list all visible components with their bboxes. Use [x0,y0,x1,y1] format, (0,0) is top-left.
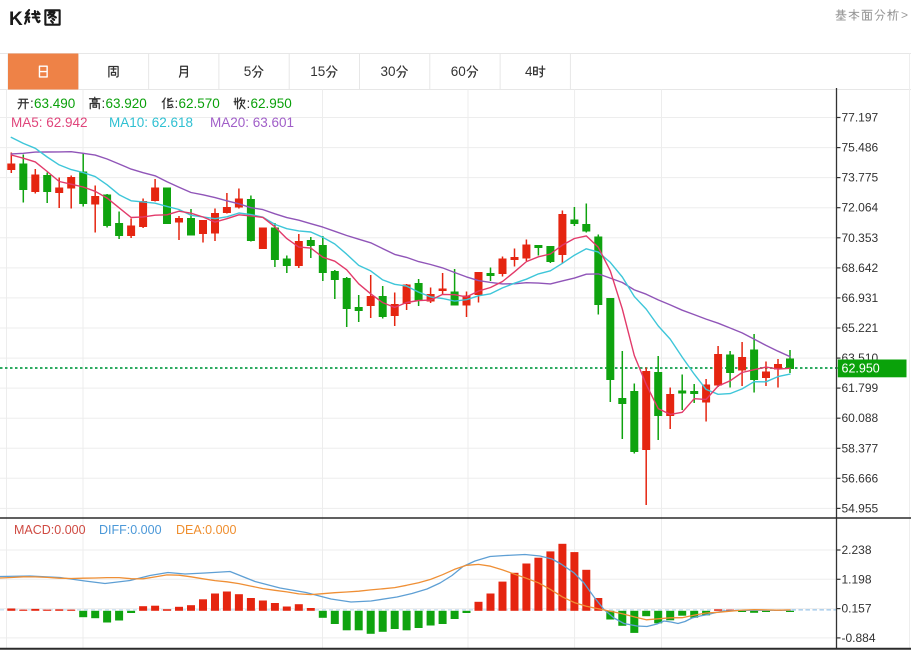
svg-text:56.666: 56.666 [842,471,879,485]
svg-text:5: 5 [244,64,252,79]
svg-text:1.198: 1.198 [842,572,872,586]
svg-text:15: 15 [310,64,325,79]
svg-text:DIFF:0.000: DIFF:0.000 [99,523,162,537]
svg-text::: : [30,96,34,111]
svg-text:0.157: 0.157 [842,602,872,616]
svg-text:MA10: 62.618: MA10: 62.618 [109,115,193,130]
svg-text:MACD:0.000: MACD:0.000 [14,523,86,537]
svg-text:62.570: 62.570 [179,96,220,111]
svg-text:DEA:0.000: DEA:0.000 [176,523,237,537]
svg-text:63.490: 63.490 [34,96,75,111]
svg-text:60: 60 [451,64,466,79]
svg-text:62.950: 62.950 [842,362,880,376]
svg-text:MA20: 63.601: MA20: 63.601 [210,115,294,130]
svg-text:75.486: 75.486 [842,141,879,155]
svg-text:4: 4 [525,64,533,79]
svg-text:54.955: 54.955 [842,501,879,515]
svg-text:K: K [9,9,23,30]
svg-text:58.377: 58.377 [842,441,879,455]
svg-text:70.353: 70.353 [842,231,879,245]
svg-text:MA5: 62.942: MA5: 62.942 [11,115,88,130]
svg-text:65.221: 65.221 [842,321,879,335]
svg-text:66.931: 66.931 [842,291,879,305]
svg-text:62.950: 62.950 [251,96,292,111]
svg-text:30: 30 [381,64,396,79]
svg-text::: : [102,96,106,111]
svg-text::: : [175,96,179,111]
svg-text:77.197: 77.197 [842,111,879,125]
svg-text:2.238: 2.238 [842,543,872,557]
svg-text:68.642: 68.642 [842,261,879,275]
svg-text:-0.884: -0.884 [842,631,876,645]
svg-text:63.920: 63.920 [106,96,147,111]
svg-text:73.775: 73.775 [842,171,879,185]
svg-text::: : [247,96,251,111]
svg-text:61.799: 61.799 [842,381,879,395]
svg-text:>: > [901,8,908,22]
svg-text:60.088: 60.088 [842,411,879,425]
svg-text:72.064: 72.064 [842,201,879,215]
